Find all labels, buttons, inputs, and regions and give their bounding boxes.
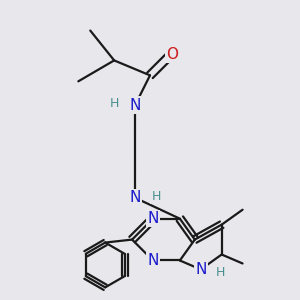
Text: O: O [167, 47, 178, 62]
Text: N: N [195, 262, 206, 277]
Text: N: N [129, 98, 141, 113]
Text: N: N [129, 190, 141, 205]
Text: N: N [147, 253, 159, 268]
Text: N: N [147, 211, 159, 226]
Text: H: H [151, 190, 161, 203]
Text: H: H [215, 266, 225, 279]
Text: H: H [110, 97, 119, 110]
